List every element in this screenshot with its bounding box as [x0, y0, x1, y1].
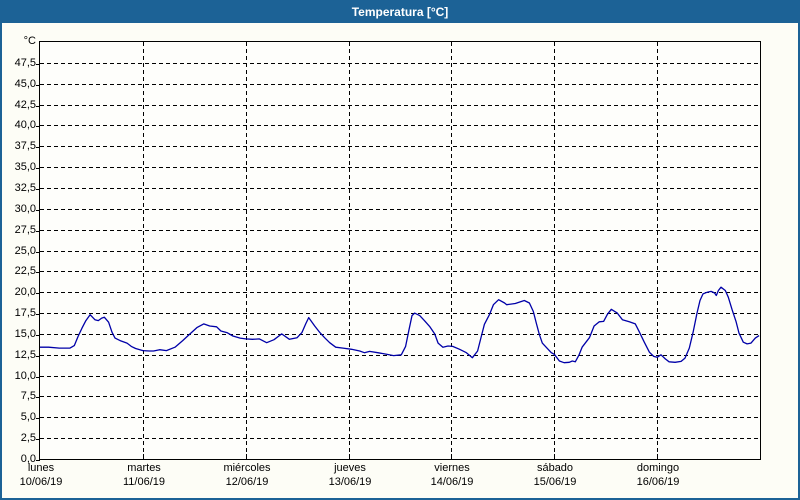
- y-tick-mark: [36, 335, 40, 336]
- window-titlebar: Temperatura [°C]: [2, 2, 798, 23]
- y-tick-mark: [36, 397, 40, 398]
- x-day-date: 10/06/19: [19, 476, 63, 488]
- y-tick-mark: [36, 356, 40, 357]
- x-day-date: 12/06/19: [225, 476, 269, 488]
- y-tick-mark: [36, 106, 40, 107]
- y-tick-label: 30,0: [14, 203, 36, 215]
- y-tick-label: 2,5: [20, 432, 36, 444]
- y-tick-label: 45,0: [14, 78, 36, 90]
- y-tick-mark: [36, 460, 40, 461]
- y-tick-mark: [36, 210, 40, 211]
- y-tick-mark: [36, 168, 40, 169]
- y-tick-label: 37,5: [14, 140, 36, 152]
- y-tick-mark: [36, 189, 40, 190]
- x-day-date: 14/06/19: [430, 476, 474, 488]
- y-tick-label: 10,0: [14, 370, 36, 382]
- x-day-label-group: domingo 16/06/19: [598, 461, 718, 489]
- y-tick-mark: [36, 252, 40, 253]
- y-tick-label: 12,5: [14, 349, 36, 361]
- y-tick-mark: [36, 64, 40, 65]
- y-tick-mark: [36, 418, 40, 419]
- x-day-name: sábado: [536, 462, 574, 474]
- temperature-chart: [40, 42, 760, 459]
- x-day-date: 16/06/19: [636, 476, 680, 488]
- y-tick-mark: [36, 85, 40, 86]
- y-tick-mark: [36, 126, 40, 127]
- x-day-date: 11/06/19: [122, 476, 165, 488]
- x-day-name: lunes: [27, 462, 55, 474]
- x-day-label-group: jueves 13/06/19: [290, 461, 410, 489]
- y-tick-mark: [36, 314, 40, 315]
- x-day-name: viernes: [434, 462, 470, 474]
- x-day-label-group: sábado 15/06/19: [495, 461, 615, 489]
- y-tick-label: 22,5: [14, 265, 36, 277]
- y-tick-mark: [36, 293, 40, 294]
- temperature-line: [40, 286, 760, 364]
- x-day-name: jueves: [334, 462, 366, 474]
- plot-area[interactable]: [39, 41, 761, 460]
- y-tick-label: 25,0: [14, 245, 36, 257]
- x-day-name: domingo: [636, 462, 680, 474]
- y-tick-label: 42,5: [14, 99, 36, 111]
- y-tick-mark: [36, 231, 40, 232]
- y-tick-label: 0,0: [20, 453, 36, 465]
- y-tick-label: 17,5: [14, 307, 36, 319]
- y-tick-mark: [36, 147, 40, 148]
- y-tick-mark: [36, 439, 40, 440]
- x-day-label-group: miércoles 12/06/19: [187, 461, 307, 489]
- y-tick-mark: [36, 377, 40, 378]
- x-day-label-group: lunes 10/06/19: [2, 461, 101, 489]
- x-day-label-group: martes 11/06/19: [84, 461, 204, 489]
- y-tick-label: 40,0: [14, 119, 36, 131]
- x-day-date: 15/06/19: [533, 476, 577, 488]
- x-day-label-group: viernes 14/06/19: [392, 461, 512, 489]
- x-day-name: miércoles: [223, 462, 271, 474]
- y-axis-unit-label: °C: [23, 35, 36, 47]
- y-tick-label: 20,0: [14, 286, 36, 298]
- x-day-name: martes: [127, 462, 161, 474]
- y-tick-label: 7,5: [20, 390, 36, 402]
- y-tick-label: 5,0: [20, 411, 36, 423]
- y-tick-label: 35,0: [14, 161, 36, 173]
- y-tick-label: 47,5: [14, 57, 36, 69]
- y-tick-label: 32,5: [14, 182, 36, 194]
- x-day-date: 13/06/19: [328, 476, 372, 488]
- y-tick-mark: [36, 272, 40, 273]
- y-tick-label: 15,0: [14, 328, 36, 340]
- window-title: Temperatura [°C]: [351, 5, 449, 19]
- y-tick-label: 27,5: [14, 224, 36, 236]
